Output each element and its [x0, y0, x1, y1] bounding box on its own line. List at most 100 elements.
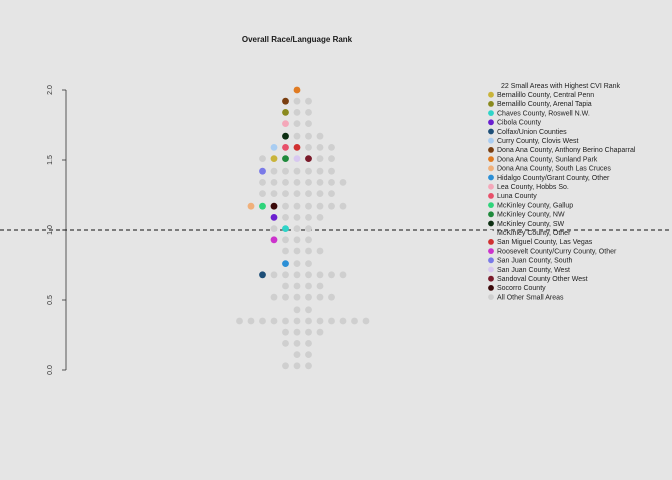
- point-highlighted: [282, 120, 289, 127]
- point-other: [293, 340, 301, 347]
- point-other: [305, 190, 312, 198]
- point-other: [293, 120, 301, 127]
- point-other: [282, 328, 289, 336]
- legend-entry-label: Luna County: [497, 193, 537, 200]
- point-other: [293, 225, 301, 233]
- legend-marker: [488, 147, 494, 153]
- points-group: [236, 86, 370, 370]
- point-other: [282, 179, 289, 186]
- point-other: [316, 317, 324, 325]
- legend-marker: [488, 229, 494, 236]
- point-highlighted: [293, 155, 301, 163]
- point-other: [316, 179, 324, 186]
- legend-marker: [488, 239, 494, 245]
- point-other: [328, 271, 335, 279]
- point-other: [328, 155, 335, 163]
- point-other: [282, 214, 289, 221]
- point-other: [316, 247, 324, 255]
- point-other: [259, 190, 266, 198]
- point-other: [305, 214, 312, 221]
- point-other: [305, 202, 312, 210]
- point-other: [305, 144, 312, 151]
- point-other: [247, 317, 255, 325]
- point-highlighted: [282, 155, 289, 163]
- legend-marker: [488, 91, 494, 98]
- legend-entry-label: Dona Ana County, Sunland Park: [497, 156, 598, 163]
- point-highlighted: [293, 144, 301, 151]
- point-other: [282, 340, 289, 347]
- chart-title: Overall Race/Language Rank: [242, 35, 353, 44]
- point-other: [305, 179, 312, 186]
- point-other: [351, 317, 358, 325]
- point-other: [270, 293, 278, 301]
- legend-entry-label: San Miguel County, Las Vegas: [497, 239, 593, 246]
- point-other: [270, 317, 278, 325]
- point-other: [293, 190, 301, 198]
- point-other: [305, 282, 312, 290]
- legend-entry-label: Roosevelt County/Curry County, Other: [497, 248, 617, 255]
- point-other: [293, 282, 301, 290]
- legend-entry-label: Chaves County, Roswell N.W.: [497, 110, 590, 117]
- point-other: [293, 306, 301, 314]
- point-other: [316, 167, 324, 175]
- point-other: [270, 179, 278, 186]
- point-other: [282, 202, 289, 210]
- point-highlighted: [282, 144, 289, 151]
- point-other: [270, 271, 278, 279]
- point-other: [305, 236, 312, 244]
- y-tick-label: 0.0: [47, 365, 54, 375]
- point-highlighted: [259, 167, 266, 175]
- point-other: [293, 317, 301, 325]
- point-other: [328, 293, 335, 301]
- legend-marker: [488, 101, 494, 107]
- point-other: [316, 271, 324, 279]
- point-other: [362, 317, 370, 325]
- legend-entry-label: Socorro County: [497, 285, 546, 292]
- point-other: [293, 260, 301, 267]
- legend-entry-label: Colfax/Union Counties: [497, 129, 567, 136]
- point-other: [293, 293, 301, 301]
- legend-title: 22 Small Areas with Highest CVI Rank: [501, 83, 621, 90]
- point-highlighted: [259, 202, 266, 210]
- point-other: [282, 271, 289, 279]
- point-other: [293, 236, 301, 244]
- point-other: [293, 109, 301, 116]
- point-other: [305, 293, 312, 301]
- point-other: [305, 225, 312, 233]
- point-other: [282, 293, 289, 301]
- y-tick-label: 1.5: [47, 155, 54, 165]
- point-other: [305, 167, 312, 175]
- legend-marker: [488, 137, 494, 144]
- point-other: [293, 351, 301, 358]
- legend-entry-label: McKinley County, NW: [497, 212, 565, 219]
- legend-marker: [488, 165, 494, 172]
- point-other: [328, 144, 335, 151]
- point-highlighted: [282, 132, 289, 140]
- legend-marker: [488, 202, 494, 209]
- legend-marker: [488, 220, 494, 227]
- legend-marker: [488, 193, 494, 199]
- point-other: [293, 247, 301, 255]
- point-other: [282, 282, 289, 290]
- point-highlighted: [282, 97, 289, 105]
- point-highlighted: [282, 109, 289, 116]
- legend-entry-label: McKinley County, SW: [497, 221, 565, 228]
- point-other: [270, 190, 278, 198]
- point-other: [316, 293, 324, 301]
- point-highlighted: [270, 155, 278, 163]
- point-other: [316, 132, 324, 140]
- point-other: [270, 225, 278, 233]
- legend-entry-label: Hidalgo County/Grant County, Other: [497, 175, 610, 182]
- point-other: [282, 247, 289, 255]
- point-other: [328, 167, 335, 175]
- point-other: [282, 167, 289, 175]
- point-highlighted: [282, 260, 289, 267]
- point-other: [282, 317, 289, 325]
- point-other: [328, 317, 335, 325]
- legend-entry-label: Cibola County: [497, 120, 541, 127]
- point-other: [305, 120, 312, 127]
- point-highlighted: [270, 214, 278, 221]
- point-other: [293, 179, 301, 186]
- point-other: [305, 132, 312, 140]
- point-other: [316, 202, 324, 210]
